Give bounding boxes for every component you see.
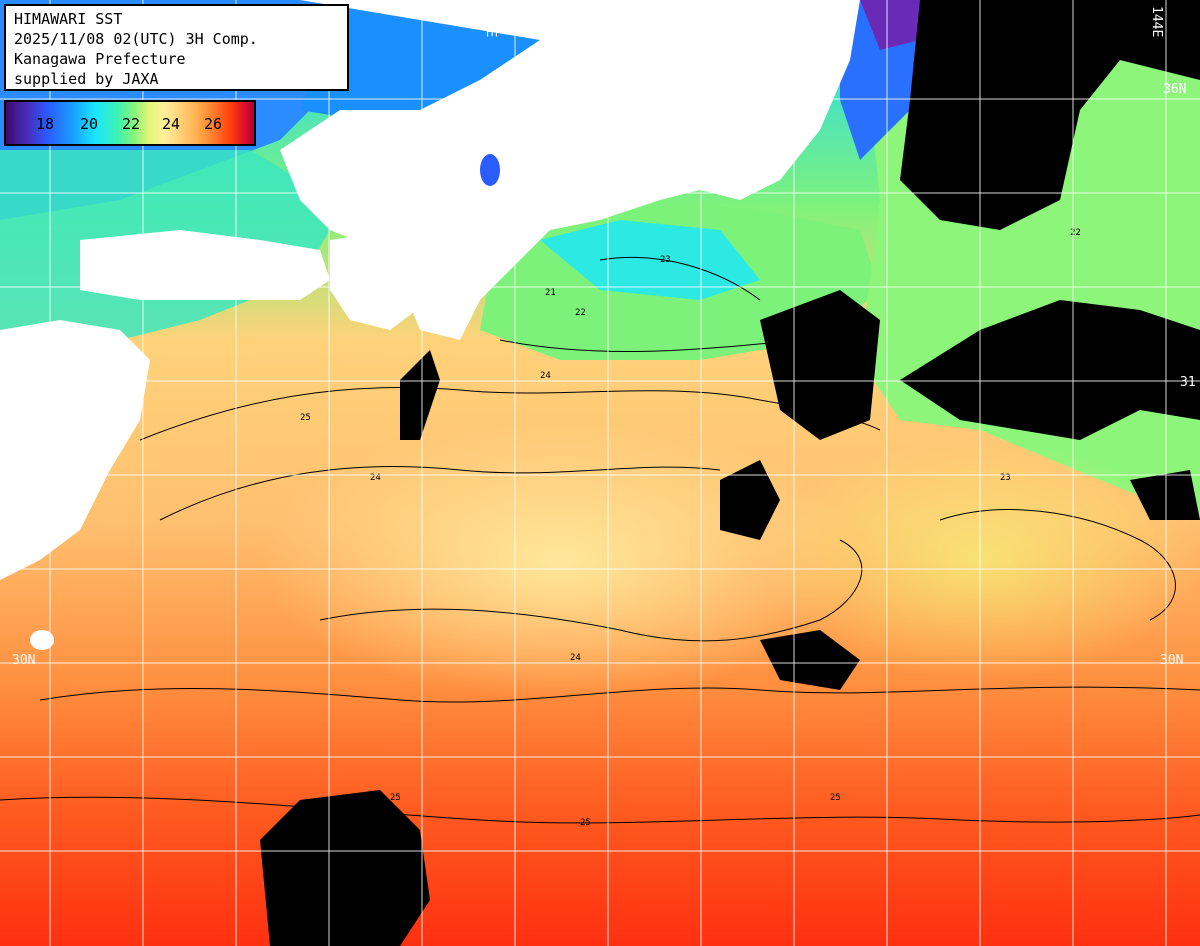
contour-label: 24 <box>370 473 381 483</box>
isotherm-25-south <box>39 686 1200 703</box>
contour-label: 23 <box>660 255 671 265</box>
land-island-south <box>30 630 54 650</box>
cloud-east-mid <box>900 300 1200 440</box>
contour-label: 23 <box>1000 473 1011 483</box>
isotherm-east-loop <box>939 509 1176 621</box>
legend-tick-26: 26 <box>204 115 223 133</box>
info-panel: HIMAWARI SST 2025/11/08 02(UTC) 3H Comp.… <box>4 4 349 91</box>
cloud-strip-west <box>400 350 440 440</box>
land-izu-island <box>480 154 500 186</box>
cloud-mid-band <box>760 630 860 690</box>
map-region: Kanagawa Prefecture <box>14 50 186 68</box>
land-kii <box>330 230 440 330</box>
contour-label: 21 <box>545 288 556 298</box>
isotherm-24 <box>139 386 881 441</box>
contour-label: 25 <box>300 413 311 423</box>
lat-label-36n-right: 36N <box>1163 82 1187 97</box>
isotherm-26 <box>0 796 1200 824</box>
cloud-south <box>260 790 430 946</box>
isotherm-center-loop <box>319 539 863 642</box>
lon-label-136e: 136E <box>483 6 498 38</box>
legend-tick-18: 18 <box>36 115 55 133</box>
legend-tick-22: 22 <box>122 115 141 133</box>
isotherm-contours <box>0 256 1200 824</box>
cloud-northeast <box>900 0 1200 230</box>
contour-label: 24 <box>570 653 581 663</box>
isotherm-23 <box>599 256 761 301</box>
isotherm-22 <box>499 339 801 353</box>
lat-label-30n-right: 30N <box>1160 653 1184 668</box>
cloud-center-east <box>760 290 880 440</box>
land-kyushu <box>0 320 150 580</box>
warm-pool-center <box>260 420 860 700</box>
map-datetime: 2025/11/08 02(UTC) 3H Comp. <box>14 30 258 48</box>
map-title: HIMAWARI SST <box>14 10 123 28</box>
contour-label: 22 <box>575 308 586 318</box>
map-credit: supplied by JAXA <box>14 70 159 88</box>
contour-label: 22 <box>1070 228 1081 238</box>
contour-label: 25 <box>580 818 591 828</box>
cloud-east-small <box>1130 470 1200 520</box>
temperature-legend: 18 20 22 24 26 <box>4 100 256 146</box>
cloud-center <box>720 460 780 540</box>
contour-label-group: 21 22 23 24 25 24 23 22 25 24 25 25 <box>300 228 1081 828</box>
lat-label-31-right: 31 <box>1180 375 1196 390</box>
lat-label-30n-left: 30N <box>12 653 36 668</box>
contour-label: 24 <box>540 371 551 381</box>
lon-label-144e: 144E <box>1149 6 1164 38</box>
isotherm-25 <box>159 466 721 521</box>
cool-water-bay <box>540 220 760 300</box>
legend-tick-20: 20 <box>80 115 99 133</box>
contour-label: 25 <box>390 793 401 803</box>
contour-label: 25 <box>830 793 841 803</box>
legend-tick-24: 24 <box>162 115 181 133</box>
